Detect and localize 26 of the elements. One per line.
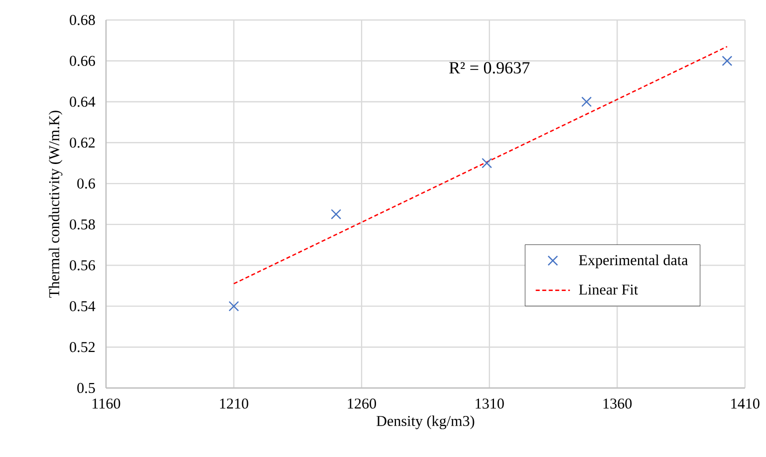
x-tick-label: 1310: [476, 398, 504, 409]
x-axis-title: Density (kg/m3): [376, 416, 474, 430]
legend-label: Linear Fit: [578, 284, 638, 295]
x-tick-label: 1360: [604, 398, 632, 409]
point: [722, 56, 732, 66]
y-tick-label: 0.52: [70, 342, 95, 352]
legend-label: Experimental data: [578, 254, 688, 268]
y-axis-title: Thermal conductivity (W/m.K): [48, 110, 62, 298]
x-tick-label: 1410: [731, 398, 760, 409]
y-tick-label: 0.54: [70, 301, 96, 312]
x-tick-label: 1160: [92, 398, 120, 409]
y-tick-label: 0.58: [70, 219, 95, 230]
point: [228, 301, 239, 312]
y-tick-label: 0.5: [77, 382, 95, 394]
point: [482, 158, 492, 168]
y-tick-label: 0.62: [70, 138, 95, 148]
x-tick-label: 1210: [220, 398, 248, 409]
y-tick-label: 0.68: [70, 14, 95, 26]
y-tick-label: 0.6: [77, 178, 96, 189]
x-tick-label: 1260: [348, 398, 376, 409]
y-tick-label: 0.56: [70, 260, 96, 270]
point: [330, 209, 342, 220]
annotation: R² = 0.9637: [449, 62, 530, 74]
y-tick-label: 0.66: [70, 56, 96, 66]
y-tick-label: 0.64: [70, 96, 96, 107]
point: [581, 96, 592, 107]
